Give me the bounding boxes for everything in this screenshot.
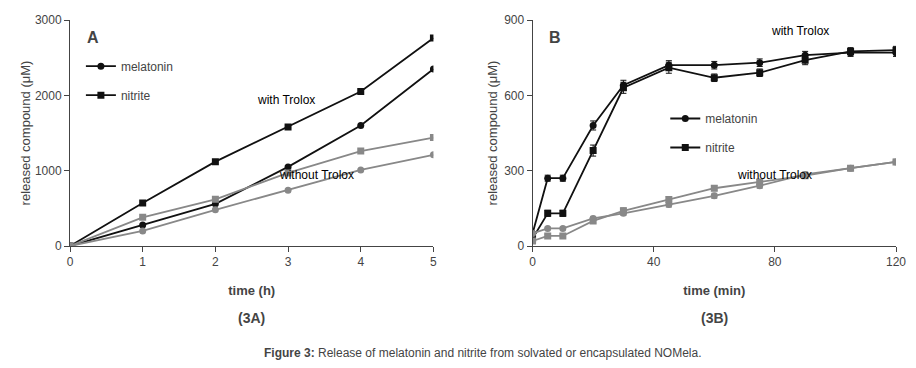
svg-text:40: 40 xyxy=(647,255,661,269)
svg-text:without Trolox: without Trolox xyxy=(279,168,354,182)
svg-text:900: 900 xyxy=(504,13,524,27)
svg-text:0: 0 xyxy=(67,255,74,269)
svg-text:A: A xyxy=(87,29,99,46)
svg-text:2000: 2000 xyxy=(35,89,62,103)
svg-text:1: 1 xyxy=(139,255,146,269)
svg-text:melatonin: melatonin xyxy=(121,60,173,74)
svg-text:1000: 1000 xyxy=(35,164,62,178)
svg-text:4: 4 xyxy=(357,255,364,269)
svg-text:3000: 3000 xyxy=(35,13,62,27)
svg-text:0: 0 xyxy=(517,239,524,253)
svg-text:B: B xyxy=(549,29,561,46)
svg-text:nitrite: nitrite xyxy=(705,141,735,155)
svg-text:with Trolox: with Trolox xyxy=(257,93,315,107)
svg-text:with Trolox: with Trolox xyxy=(771,24,829,38)
svg-text:melatonin: melatonin xyxy=(705,112,757,126)
svg-text:80: 80 xyxy=(768,255,782,269)
svg-text:time (min): time (min) xyxy=(683,283,745,298)
svg-text:(3A): (3A) xyxy=(238,310,265,326)
svg-text:released compound (μM): released compound (μM) xyxy=(18,61,33,206)
svg-text:300: 300 xyxy=(504,164,524,178)
svg-text:0: 0 xyxy=(529,255,536,269)
svg-text:600: 600 xyxy=(504,89,524,103)
svg-text:time (h): time (h) xyxy=(228,283,275,298)
svg-text:(3B): (3B) xyxy=(701,310,728,326)
svg-text:without Trolox: without Trolox xyxy=(737,168,812,182)
svg-text:3: 3 xyxy=(285,255,292,269)
svg-text:Figure 3: Release of melatonin: Figure 3: Release of melatonin and nitri… xyxy=(264,346,702,360)
svg-text:released compound (μM): released compound (μM) xyxy=(485,61,500,206)
svg-text:0: 0 xyxy=(55,239,62,253)
svg-text:2: 2 xyxy=(212,255,219,269)
svg-text:5: 5 xyxy=(430,255,437,269)
svg-text:120: 120 xyxy=(886,255,906,269)
svg-text:nitrite: nitrite xyxy=(121,89,151,103)
